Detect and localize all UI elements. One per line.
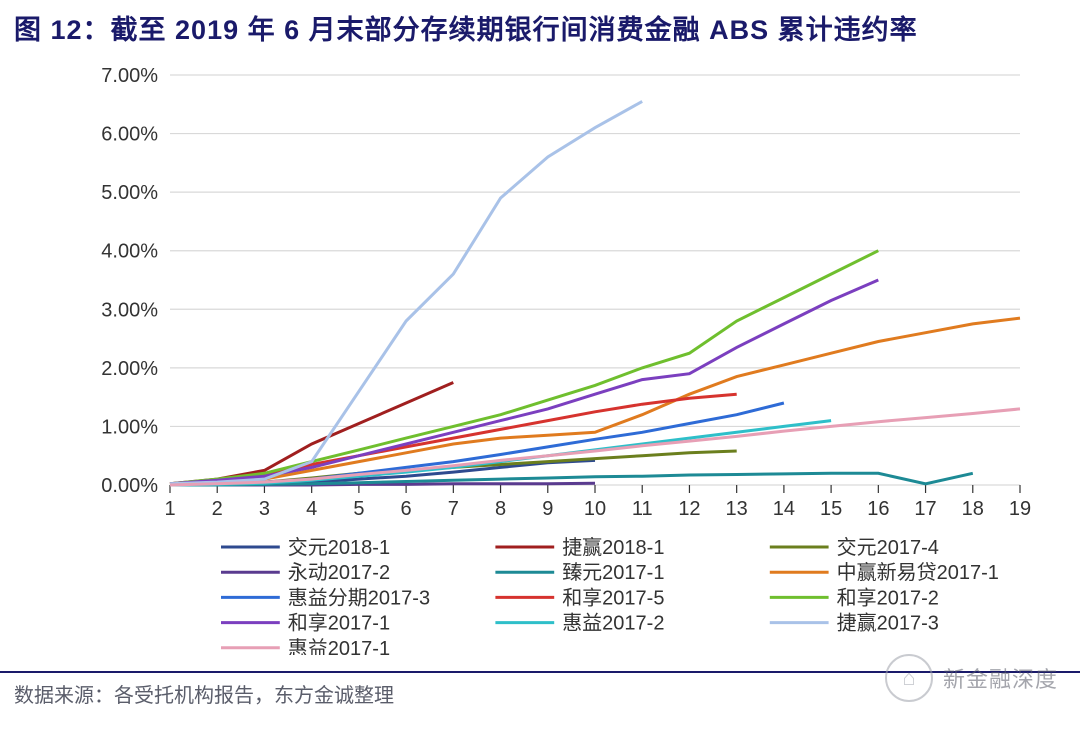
line-chart: 0.00% 1.00% 2.00% 3.00% 4.00% 5.00% 6.00% 7.00%… [60,55,1040,655]
x-tick-label: 16 [867,498,889,520]
x-tick-label: 6 [401,498,412,520]
x-tick-label: 10 [584,498,606,520]
series-line [170,394,737,484]
x-tick-label: 5 [353,498,364,520]
legend-label: 惠益2017-1 [288,637,390,655]
y-tick-label: 5.00% [101,182,158,204]
x-tick-label: 4 [306,498,317,520]
legend-label: 和享2017-2 [837,586,939,609]
legend-label: 和享2017-1 [288,612,390,635]
x-tick-label: 3 [259,498,270,520]
legend-label: 交元2017-4 [837,536,939,559]
y-tick-label: 2.00% [101,358,158,380]
legend-label: 捷赢2018-1 [562,536,664,559]
watermark-text: 新金融深度 [943,662,1058,694]
watermark: ⌂ 新金融深度 [885,654,1058,702]
x-tick-label: 17 [914,498,936,520]
y-tick-label: 4.00% [101,241,158,263]
x-tick-label: 19 [1009,498,1031,520]
y-tick-label: 3.00% [101,299,158,321]
y-tick-label: 0.00% [101,475,158,497]
x-tick-label: 11 [632,498,653,520]
legend-label: 永动2017-2 [288,561,390,584]
x-tick-label: 8 [495,498,506,520]
y-tick-label: 1.00% [101,416,158,438]
legend-label: 惠益2017-2 [562,612,664,635]
y-tick-label: 7.00% [101,65,158,87]
legend-label: 交元2018-1 [288,536,390,559]
x-tick-label: 2 [212,498,223,520]
legend-label: 中赢新易贷2017-1 [837,561,999,584]
x-tick-label: 14 [773,498,795,520]
x-tick-label: 18 [962,498,984,520]
x-tick-label: 13 [726,498,748,520]
y-tick-label: 6.00% [101,124,158,146]
series-line [170,280,878,484]
watermark-logo-icon: ⌂ [885,654,933,702]
legend-label: 臻元2017-1 [562,561,664,584]
x-tick-label: 15 [820,498,842,520]
x-tick-label: 7 [448,498,459,520]
legend-label: 捷赢2017-3 [837,612,939,635]
x-tick-label: 12 [678,498,700,520]
chart-title: 图 12：截至 2019 年 6 月末部分存续期银行间消费金融 ABS 累计违约… [14,8,918,47]
x-tick-label: 1 [164,498,175,520]
legend-label: 惠益分期2017-3 [288,586,430,609]
x-tick-label: 9 [542,498,553,520]
legend-label: 和享2017-5 [562,586,664,609]
